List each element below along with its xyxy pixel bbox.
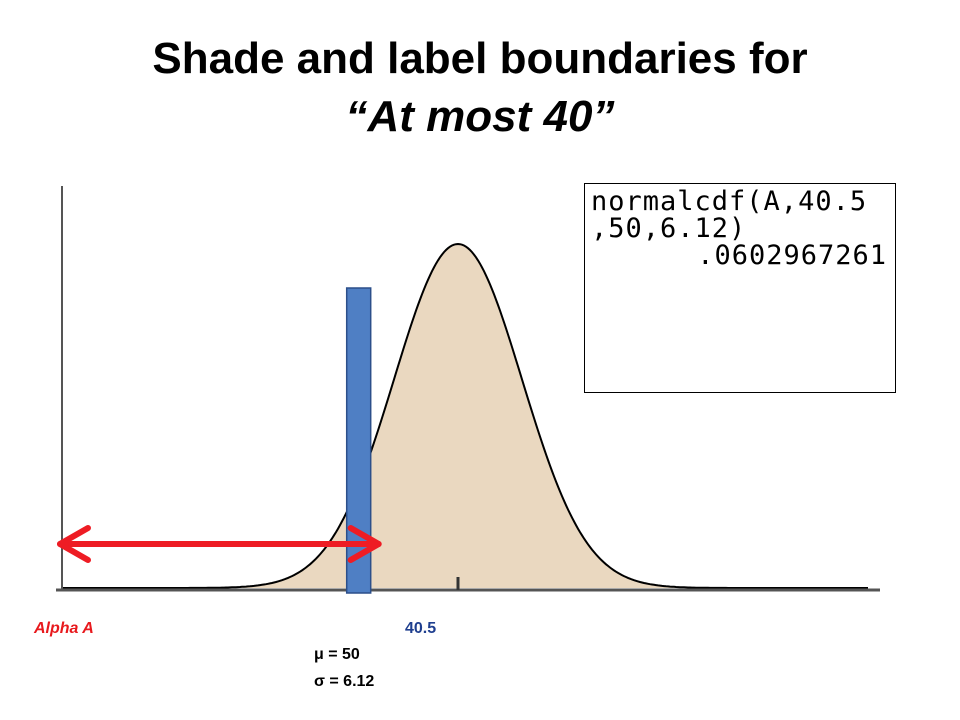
calculator-screen: normalcdf(A,40.5 ,50,6.12) .0602967261 xyxy=(584,183,896,393)
title-line-1: Shade and label boundaries for xyxy=(152,34,808,83)
title-line-2: “At most 40” xyxy=(345,92,615,141)
sd-label: σ = 6.12 xyxy=(314,673,375,690)
curve-outline xyxy=(62,242,868,589)
calculator-line-2: ,50,6.12) xyxy=(591,213,747,244)
mean-label: μ = 50 xyxy=(314,646,360,663)
calculator-result: .0602967261 xyxy=(697,240,887,271)
boundary-label: 40.5 xyxy=(405,620,437,637)
calculator-line-1: normalcdf(A,40.5 xyxy=(591,186,868,217)
arrowhead-right-icon xyxy=(347,525,382,563)
slide-title: Shade and label boundaries for “At most … xyxy=(0,30,960,146)
arrowhead-left-icon xyxy=(57,525,91,563)
lower-bound-label: Alpha A xyxy=(34,620,94,637)
curve-area xyxy=(62,244,868,588)
